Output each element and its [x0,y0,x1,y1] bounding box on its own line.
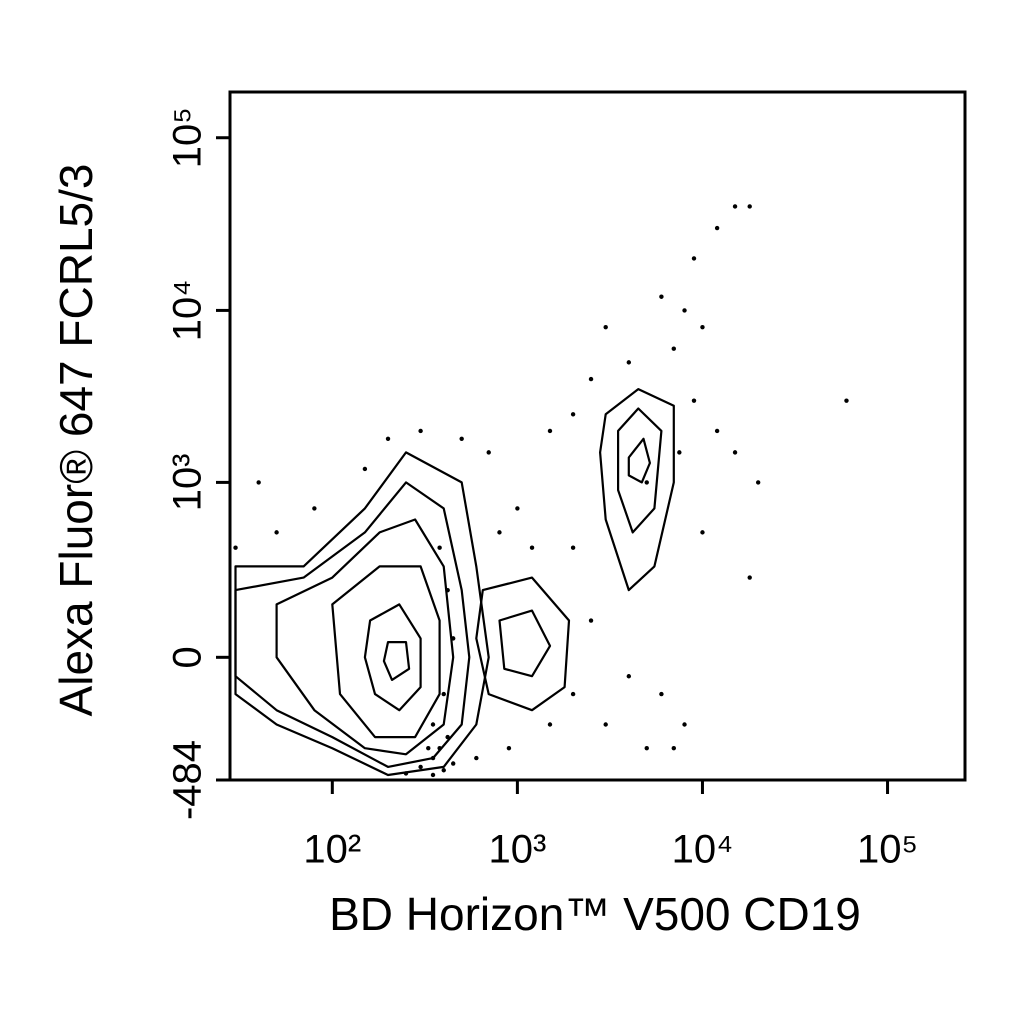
event-dot [445,587,450,593]
event-dot [445,734,450,740]
event-dot [437,545,442,550]
event-dot [441,768,446,773]
event-dot [603,324,608,330]
event-dot [732,204,738,209]
contour-line [617,407,663,534]
x-tick-label: 10⁵ [857,828,918,872]
event-dot [700,324,705,330]
event-dot [312,506,317,511]
event-dot [451,636,456,641]
y-tick-label: 10⁴ [166,280,210,342]
contour-line [627,437,651,484]
event-dot [459,436,464,442]
event-dot [682,722,687,727]
event-dot [441,691,446,697]
contour-line [234,451,490,777]
event-dot [256,480,261,485]
contour-line [475,576,571,712]
plot-frame [228,90,967,782]
event-dot [570,412,576,417]
event-dot [671,346,676,351]
event-dot [659,691,664,697]
event-dot [659,294,664,299]
x-tick-label: 10³ [488,828,546,872]
event-dot [671,745,676,751]
event-dot [588,376,594,382]
contour-line [331,565,441,739]
event-dot [700,530,705,535]
event-dot [403,771,409,776]
event-dot [691,256,697,261]
event-dot [644,480,649,485]
event-dot [362,466,368,472]
y-axis-label: Alexa Fluor® 647 FCRL5/3 [50,164,102,717]
event-dot [486,450,491,455]
contour-line [363,603,422,712]
event-dot [603,722,608,727]
y-tick-label: 10³ [166,453,210,511]
y-tick-label: 10⁵ [166,107,210,168]
contour-line [382,641,411,681]
event-dot [677,450,682,455]
y-tick-label: 0 [166,646,210,668]
event-dot [588,618,594,623]
event-dot [418,764,423,770]
event-dot [747,204,752,209]
event-dot [437,745,442,751]
event-dot [644,745,649,751]
event-dot [529,545,535,550]
event-dot [714,428,720,434]
event-dot [844,398,849,403]
event-dot [474,755,479,761]
contour-line [498,609,552,678]
event-dot [570,691,576,697]
event-dot [626,360,632,365]
x-axis-label: BD Horizon™ V500 CD19 [329,888,861,940]
event-dot [385,436,391,442]
event-dot [755,480,761,485]
event-dot [626,674,632,679]
event-dot [233,545,238,550]
event-dot [430,722,436,727]
event-dot [506,745,512,751]
event-dot [714,225,720,231]
event-dot [682,308,687,313]
event-dot [732,450,738,455]
event-dot [515,506,520,511]
contour-line [275,518,455,756]
event-dot [418,428,423,434]
event-dot [430,772,436,778]
x-tick-label: 10⁴ [672,828,734,872]
event-dot [497,530,502,535]
event-dot [451,761,456,766]
event-dot [747,575,752,580]
event-dot [547,428,553,434]
event-dot [426,745,431,751]
contour-line [599,388,675,592]
event-dot [430,755,436,761]
y-tick-label: -484 [166,740,210,820]
x-tick-label: 10² [303,828,361,872]
plot-area [233,204,849,778]
event-dot [691,398,697,403]
event-dot [570,545,576,550]
contour-line [234,481,471,768]
event-dot [547,722,553,727]
event-dot [274,530,279,535]
